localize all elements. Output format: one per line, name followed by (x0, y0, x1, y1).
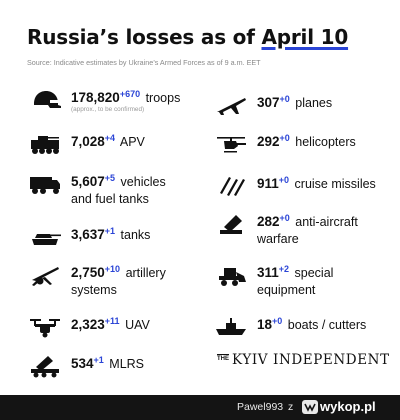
boats-number: 18 (257, 317, 273, 333)
vehicles-delta: +5 (104, 173, 116, 183)
title-date: April 10 (261, 25, 349, 49)
stat-boats: 18+0 boats / cutters (213, 313, 366, 341)
apv-delta: +4 (104, 133, 116, 143)
planes-number: 307 (257, 95, 280, 111)
artillery-label: artillery (125, 266, 166, 281)
mlrs-label: MLRS (109, 357, 145, 372)
truck-icon (27, 170, 63, 198)
troops-label: troops (145, 91, 181, 106)
wykop-text: wykop.pl (320, 399, 376, 414)
tank-icon (27, 223, 63, 251)
stat-apv: 7,028+4 APV (27, 130, 145, 158)
stat-helicopters: 292+0 helicopters (213, 130, 356, 158)
helmet-icon (27, 86, 63, 114)
anti-aircraft-label: anti-aircraft (295, 215, 358, 230)
mlrs-icon (27, 352, 63, 380)
artillery-label-line2: systems (71, 283, 117, 298)
special-equipment-label: special (294, 266, 334, 281)
watermark-bar (0, 395, 400, 420)
plane-icon (213, 91, 249, 119)
anti-aircraft-number: 282 (257, 214, 280, 230)
stat-cruise-missiles: 911+0 cruise missiles (213, 172, 376, 200)
stat-special-equipment: 311+2 special equipment (213, 261, 333, 299)
missiles-label: cruise missiles (294, 177, 376, 192)
artillery-delta: +10 (104, 264, 121, 274)
special-equipment-delta: +2 (278, 264, 290, 274)
wykop-icon (302, 399, 318, 414)
stat-planes: 307+0 planes (213, 91, 332, 119)
apv-number: 7,028 (71, 134, 105, 150)
brand-the: THE (217, 354, 229, 362)
title-prefix: Russia’s losses as of (27, 25, 255, 49)
special-equipment-label-line2: equipment (257, 283, 316, 298)
troops-number: 178,820 (71, 90, 120, 106)
wykop-logo: wykop.pl (302, 399, 376, 414)
mlrs-delta: +1 (93, 355, 104, 365)
tanks-number: 3,637 (71, 227, 105, 243)
boats-label: boats / cutters (287, 318, 367, 333)
brand-logo: THE KYIV INDEPENDENT (217, 352, 390, 368)
troops-note: (approx., to be confirmed) (71, 106, 145, 114)
uav-number: 2,323 (71, 317, 105, 333)
vehicles-number: 5,607 (71, 174, 105, 190)
mlrs-number: 534 (71, 356, 94, 372)
brand-name: KYIV INDEPENDENT (232, 352, 390, 368)
stat-uav: 2,323+11 UAV (27, 313, 150, 341)
uav-delta: +11 (104, 316, 120, 326)
uav-label: UAV (125, 318, 150, 333)
boat-icon (213, 313, 249, 341)
stat-artillery: 2,750+10 artillery systems (27, 261, 166, 299)
artillery-number: 2,750 (71, 265, 105, 281)
boats-delta: +0 (272, 316, 283, 326)
stat-mlrs: 534+1 MLRS (27, 352, 144, 380)
helicopters-delta: +0 (279, 133, 290, 143)
vehicles-label: vehicles (120, 175, 166, 190)
planes-label: planes (295, 96, 333, 111)
stat-tanks: 3,637+1 tanks (27, 223, 150, 251)
missiles-number: 911 (257, 176, 279, 192)
anti-aircraft-icon (213, 210, 249, 238)
helicopters-number: 292 (257, 134, 280, 150)
planes-delta: +0 (279, 94, 290, 104)
apv-icon (27, 130, 63, 158)
anti-aircraft-delta: +0 (279, 213, 290, 223)
missiles-delta: +0 (278, 175, 290, 185)
watermark-separator: z (288, 401, 294, 413)
stat-anti-aircraft: 282+0 anti-aircraft warfare (213, 210, 358, 248)
anti-aircraft-label-line2: warfare (257, 232, 299, 247)
helicopter-icon (213, 130, 249, 158)
page-title: Russia’s losses as of April 10 (27, 25, 348, 49)
tanks-delta: +1 (104, 226, 116, 236)
vehicles-label-line2: and fuel tanks (71, 192, 149, 207)
helicopters-label: helicopters (295, 135, 356, 150)
tanks-label: tanks (120, 228, 151, 243)
apv-label: APV (119, 135, 145, 150)
stat-troops: 178,820+670 troops (approx., to be confi… (27, 86, 180, 114)
watermark-username: Pawel993 (237, 401, 284, 413)
special-equipment-icon (213, 261, 249, 289)
artillery-icon (27, 261, 63, 289)
stat-vehicles: 5,607+5 vehicles and fuel tanks (27, 170, 166, 208)
special-equipment-number: 311 (257, 265, 279, 281)
troops-delta: +670 (119, 89, 141, 99)
drone-icon (27, 313, 63, 341)
source-note: Source: Indicative estimates by Ukraine’… (27, 58, 261, 67)
missile-icon (213, 172, 249, 200)
